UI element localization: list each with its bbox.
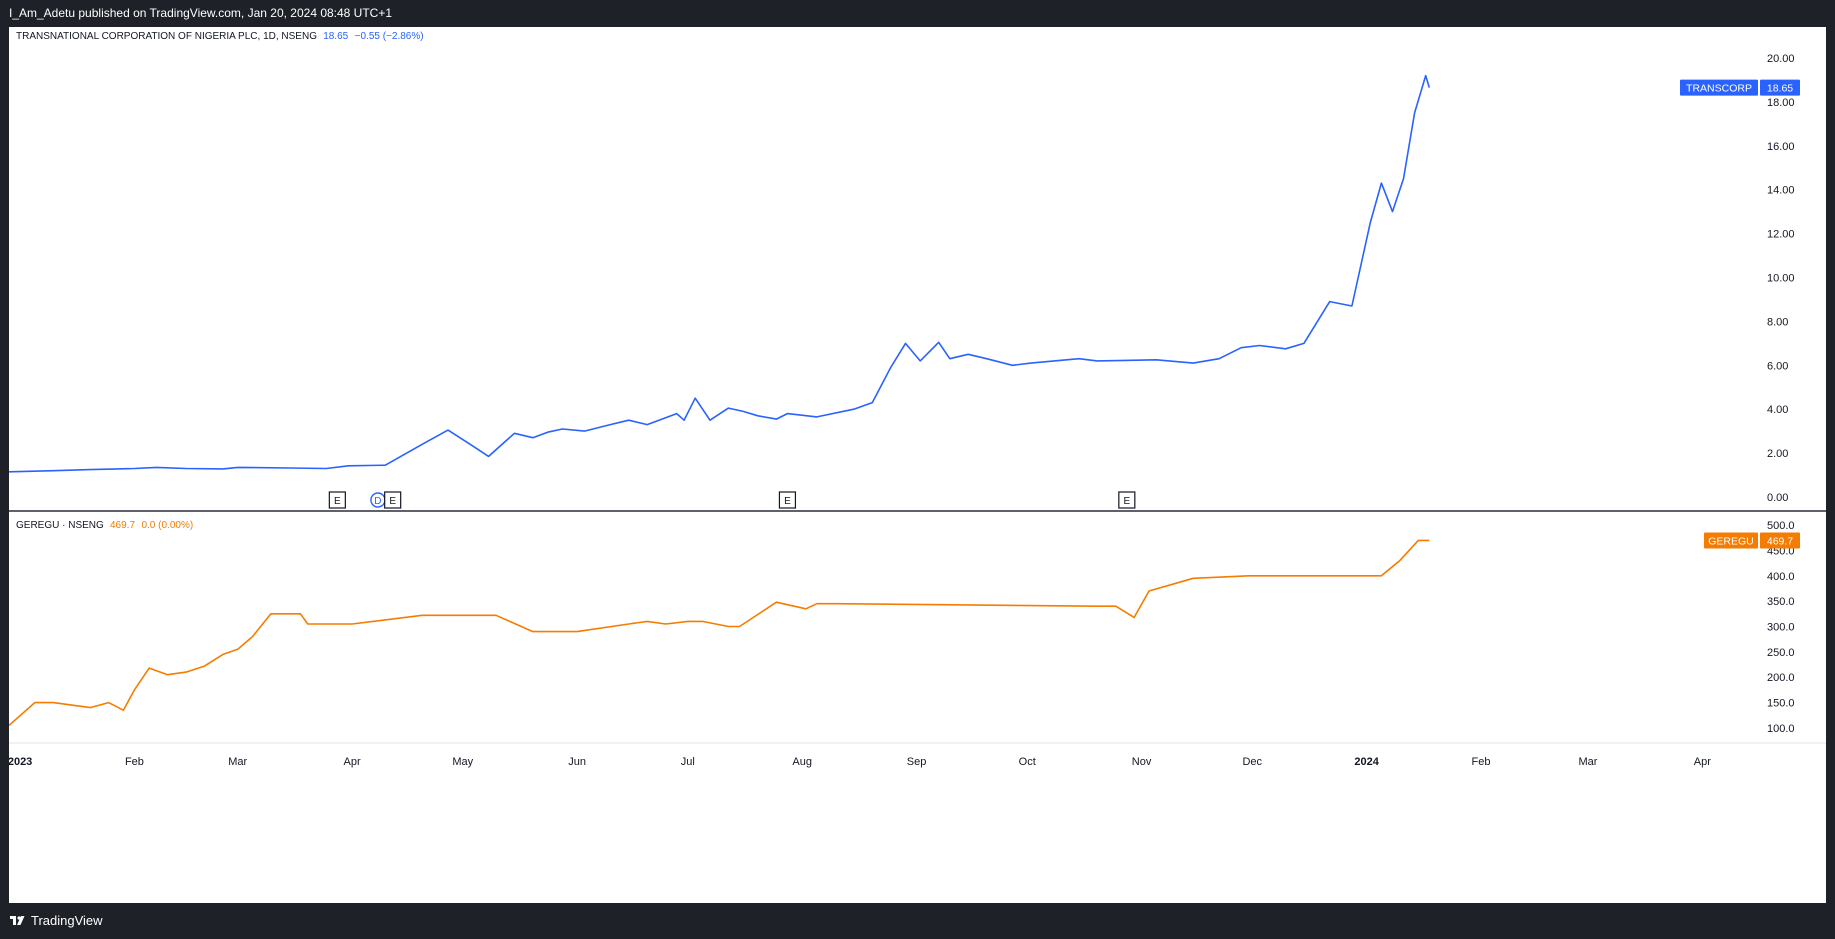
badge-value: 469.7	[1767, 535, 1793, 547]
tradingview-brand-label: TradingView	[31, 913, 103, 928]
y-tick-label: 4.00	[1767, 404, 1788, 416]
geregu-legend-change: 0.0 (0.00%)	[141, 520, 193, 531]
x-tick-label: Jun	[568, 756, 586, 768]
marker-label: E	[784, 496, 791, 507]
publish-header: I_Am_Adetu published on TradingView.com,…	[0, 0, 1835, 27]
y-tick-label: 12.00	[1767, 229, 1795, 241]
y-tick-label: 8.00	[1767, 316, 1788, 328]
badges-layer: TRANSCORP 18.65 GEREGU 469.7	[1680, 79, 1800, 549]
y-tick-label: 20.00	[1767, 53, 1795, 65]
geregu-legend-value: 469.7	[110, 520, 135, 531]
marker-label: E	[389, 496, 396, 507]
y-tick-label: 16.00	[1767, 141, 1795, 153]
marker-label: E	[1123, 496, 1130, 507]
x-tick-label: May	[452, 756, 473, 768]
y-tick-label: 250.0	[1767, 647, 1795, 659]
geregu-price-badge[interactable]: GEREGU 469.7	[1704, 532, 1800, 549]
geregu-legend-title: GEREGU · NSENG	[16, 520, 104, 531]
x-tick-label: Sep	[907, 756, 927, 768]
badge-symbol: TRANSCORP	[1686, 83, 1752, 95]
y-tick-label: 300.0	[1767, 622, 1795, 634]
tradingview-brand[interactable]: TradingView	[0, 903, 1835, 939]
earnings-marker[interactable]: E	[778, 491, 797, 509]
marker-label: E	[334, 496, 341, 507]
transcorp-price-line[interactable]	[8, 74, 1431, 473]
chart-frame[interactable]: TRANSNATIONAL CORPORATION OF NIGERIA PLC…	[8, 27, 1826, 903]
dividend-marker[interactable]: D	[370, 492, 386, 508]
x-tick-label: Mar	[1579, 756, 1598, 768]
earnings-marker[interactable]: E	[384, 491, 402, 509]
y-tick-label: 0.00	[1767, 492, 1788, 504]
marker-label: D	[374, 496, 381, 507]
x-tick-label: Nov	[1132, 756, 1152, 768]
geregu-price-line[interactable]	[8, 539, 1430, 726]
earnings-marker[interactable]: E	[1118, 491, 1136, 509]
y-tick-label: 18.00	[1767, 97, 1795, 109]
y-tick-label: 200.0	[1767, 672, 1795, 684]
x-tick-label: Aug	[792, 756, 812, 768]
y-tick-label: 500.0	[1767, 520, 1795, 532]
x-tick-label: Apr	[344, 756, 361, 768]
transcorp-legend-value: 18.65	[323, 31, 348, 42]
y-tick-label: 400.0	[1767, 571, 1795, 583]
x-tick-label: Mar	[228, 756, 247, 768]
axes-layer: 20.00 18.00 16.00 14.00 12.00 10.00 8.00 6.00 4.…	[8, 53, 1795, 768]
y-tick-label: 2.00	[1767, 448, 1788, 460]
tradingview-logo-icon	[10, 916, 25, 925]
chart-svg[interactable]: TRANSNATIONAL CORPORATION OF NIGERIA PLC…	[8, 27, 1826, 903]
x-tick-label: Apr	[1694, 756, 1711, 768]
footer: TradingView	[0, 903, 1835, 939]
x-tick-label: Feb	[125, 756, 144, 768]
transcorp-legend-change: −0.55 (−2.86%)	[355, 31, 424, 42]
x-tick-label: Feb	[1472, 756, 1491, 768]
y-tick-label: 350.0	[1767, 596, 1795, 608]
x-tick-label: Jul	[681, 756, 695, 768]
transcorp-price-badge[interactable]: TRANSCORP 18.65	[1680, 79, 1800, 96]
lines-layer	[8, 74, 1431, 726]
publish-info: I_Am_Adetu published on TradingView.com,…	[9, 6, 393, 20]
x-tick-label: Oct	[1019, 756, 1036, 768]
badge-value: 18.65	[1767, 83, 1793, 95]
y-tick-label: 10.00	[1767, 273, 1795, 285]
transcorp-legend-title: TRANSNATIONAL CORPORATION OF NIGERIA PLC…	[16, 31, 317, 42]
x-tick-label: Dec	[1242, 756, 1262, 768]
x-tick-label: 2024	[1354, 756, 1379, 768]
earnings-marker[interactable]: E	[328, 491, 346, 509]
badge-symbol: GEREGU	[1708, 535, 1754, 547]
y-tick-label: 150.0	[1767, 698, 1795, 710]
y-tick-label: 100.0	[1767, 723, 1795, 735]
y-tick-label: 6.00	[1767, 360, 1788, 372]
y-tick-label: 14.00	[1767, 185, 1795, 197]
x-tick-label: 2023	[9, 756, 32, 768]
